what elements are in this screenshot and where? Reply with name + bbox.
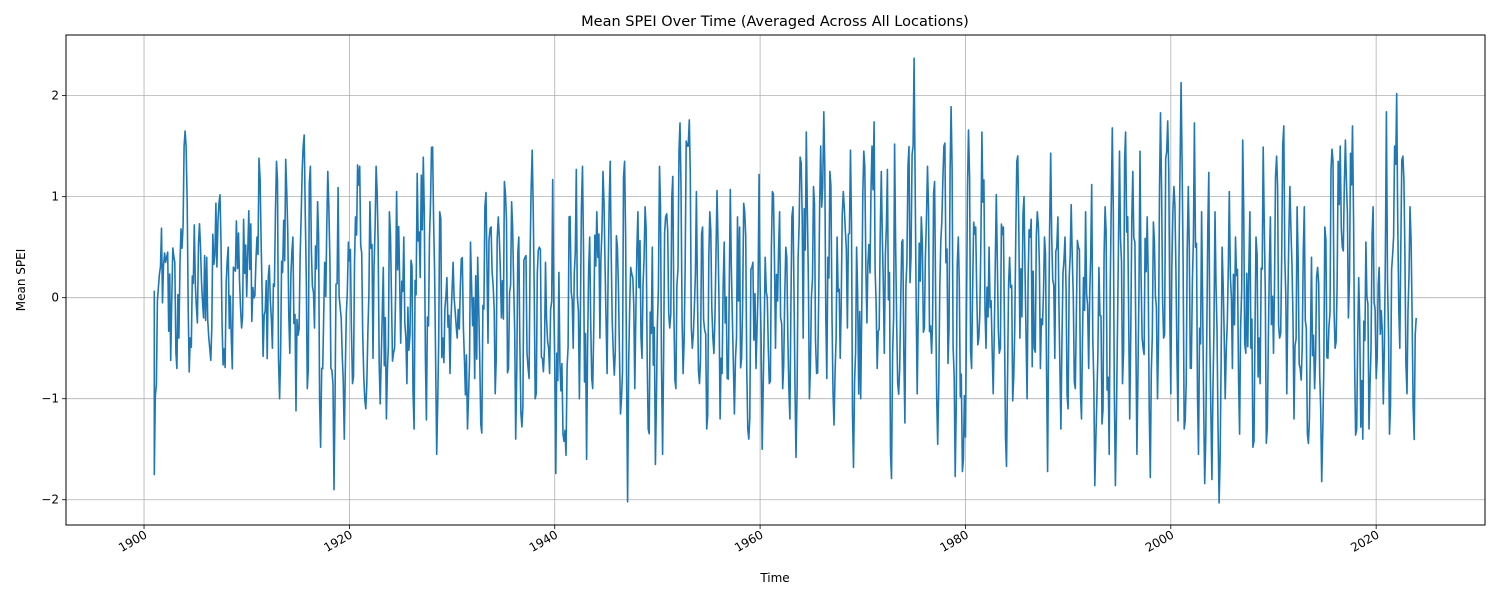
y-axis-ticks: −2 −1 0 1 2 — [41, 89, 66, 507]
chart-title: Mean SPEI Over Time (Averaged Across All… — [581, 14, 969, 30]
y-tick-label: −1 — [41, 392, 59, 406]
x-axis-title: Time — [759, 571, 789, 585]
y-tick-label: 1 — [51, 190, 59, 204]
y-tick-label: 2 — [51, 89, 59, 103]
series-group — [153, 57, 1417, 504]
plot-frame — [65, 34, 1486, 526]
y-tick-label: 0 — [51, 291, 59, 305]
y-tick-label: −2 — [41, 493, 59, 507]
y-axis-title: Mean SPEI — [14, 249, 28, 311]
mean-spei-line — [153, 57, 1417, 504]
grid-lines — [66, 35, 1485, 525]
